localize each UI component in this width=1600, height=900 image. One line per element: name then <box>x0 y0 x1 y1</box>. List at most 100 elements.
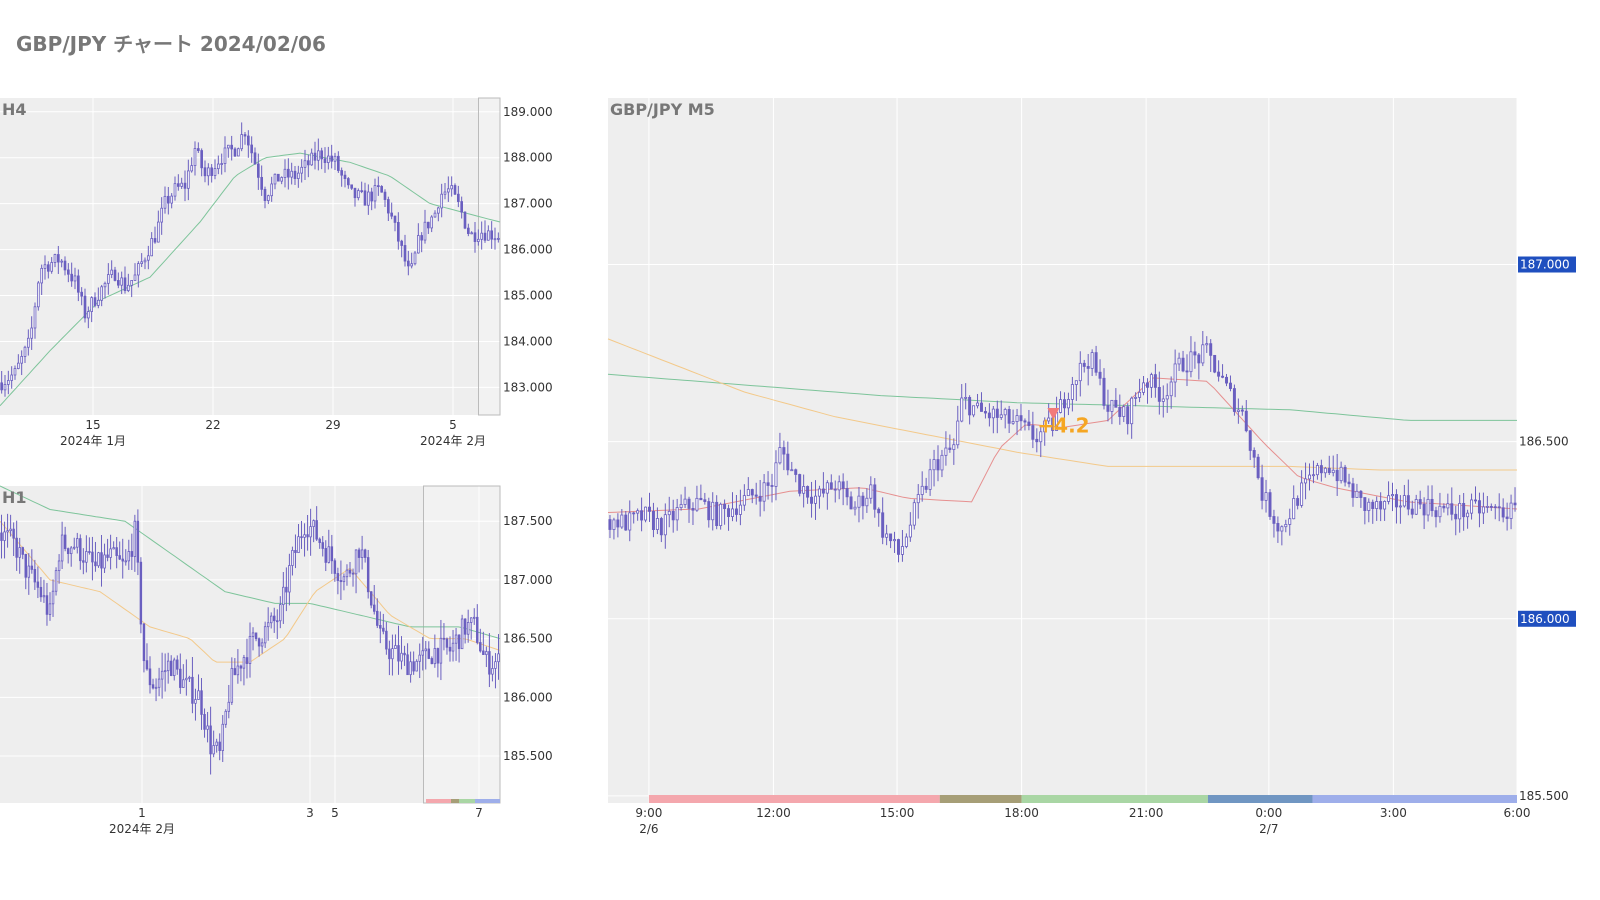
plot-background <box>0 98 500 415</box>
panel-title: H4 <box>2 100 27 119</box>
candle-body <box>995 408 999 418</box>
x-tick-label: 6:00 <box>1504 806 1531 820</box>
candle-body <box>1043 420 1047 433</box>
candle-body <box>276 620 279 623</box>
candle-body <box>1288 518 1292 525</box>
candle-body <box>23 346 27 357</box>
candle-body <box>163 670 167 673</box>
moving-average-green <box>0 485 501 640</box>
candle-body <box>616 519 620 528</box>
candle-body <box>197 148 200 151</box>
candle-body <box>73 275 77 282</box>
candle-body <box>273 615 276 622</box>
candle-body <box>394 645 397 649</box>
candle-body <box>106 554 109 558</box>
candle-body <box>33 306 37 329</box>
candle-body <box>224 710 227 725</box>
candle-body <box>829 482 833 490</box>
candle-body <box>1296 498 1300 506</box>
candle-body <box>193 148 197 167</box>
candle-body <box>147 255 150 261</box>
candle-body <box>1039 431 1043 443</box>
candle-body <box>327 546 331 563</box>
candle-body <box>37 282 40 308</box>
candle-body <box>140 261 143 264</box>
candle-body <box>758 495 762 502</box>
candle-body <box>893 539 897 542</box>
candle-body <box>648 506 651 512</box>
candle-body <box>263 626 267 644</box>
candle-body <box>210 167 213 176</box>
candle-body <box>330 546 334 562</box>
candle-body <box>1062 399 1066 409</box>
candle-body <box>1323 467 1327 474</box>
y-tick-label: 186.500 <box>503 632 553 646</box>
candle-body <box>260 176 263 190</box>
candle-body <box>348 569 352 574</box>
candle-body <box>1343 466 1347 483</box>
candle-body <box>183 182 187 189</box>
candle-body <box>237 148 240 157</box>
candle-body <box>1015 415 1019 422</box>
candle-body <box>1355 490 1359 498</box>
candle-body <box>327 155 330 163</box>
candle-body <box>711 501 715 521</box>
candle-body <box>10 374 13 381</box>
candle-body <box>115 547 118 556</box>
candle-body <box>313 152 317 161</box>
candle-body <box>153 238 157 243</box>
candle-body <box>397 222 400 242</box>
candle-body <box>354 549 358 575</box>
candle-body <box>182 679 185 688</box>
candle-body <box>253 152 257 165</box>
candle-body <box>51 590 55 605</box>
candle-body <box>97 552 100 567</box>
candle-body <box>154 686 158 689</box>
candle-body <box>802 486 806 494</box>
candle-body <box>778 447 782 464</box>
candle-body <box>6 530 9 533</box>
candle-body <box>1094 352 1098 373</box>
candle-body <box>1493 506 1497 509</box>
candle-body <box>695 497 699 511</box>
candle-body <box>0 382 3 391</box>
candle-body <box>810 496 814 504</box>
x-tick-label: 9:00 <box>635 806 662 820</box>
candle-body <box>233 668 237 676</box>
candle-body <box>1363 497 1367 511</box>
candle-body <box>350 184 353 189</box>
x-sub-label: 2024年 2月 <box>109 822 175 836</box>
candle-body <box>1098 371 1102 379</box>
candle-body <box>766 482 770 486</box>
candle-body <box>488 651 491 675</box>
candle-body <box>1157 386 1161 402</box>
price-tag-label: 186.000 <box>1520 612 1570 626</box>
candle-body <box>213 168 217 176</box>
candle-body <box>979 402 983 412</box>
y-tick-label: 187.000 <box>503 197 553 211</box>
candle-body <box>13 368 17 376</box>
candle-body <box>1264 492 1268 501</box>
candle-body <box>460 201 463 213</box>
candle-body <box>427 648 431 659</box>
candle-body <box>447 188 450 193</box>
trade-entry-marker <box>1047 408 1060 420</box>
candle-body <box>1292 498 1296 520</box>
candle-body <box>889 533 893 542</box>
candle-body <box>1193 351 1197 356</box>
candle-body <box>410 263 413 267</box>
candle-body <box>100 286 103 301</box>
x-tick-label: 5 <box>449 418 457 432</box>
candle-body <box>91 551 94 563</box>
chart-panel-h4: H4 183.000 184.000 185.000 186.000 187.000 188… <box>0 97 553 448</box>
candle-body <box>448 646 452 652</box>
candle-body <box>40 267 43 284</box>
candle-body <box>924 485 928 490</box>
candle-body <box>285 586 288 593</box>
candle-body <box>250 144 253 154</box>
candle-body <box>908 524 912 538</box>
plot-background <box>608 98 1517 803</box>
candle-body <box>451 642 455 652</box>
candle-body <box>976 402 980 407</box>
candle-body <box>467 227 470 234</box>
